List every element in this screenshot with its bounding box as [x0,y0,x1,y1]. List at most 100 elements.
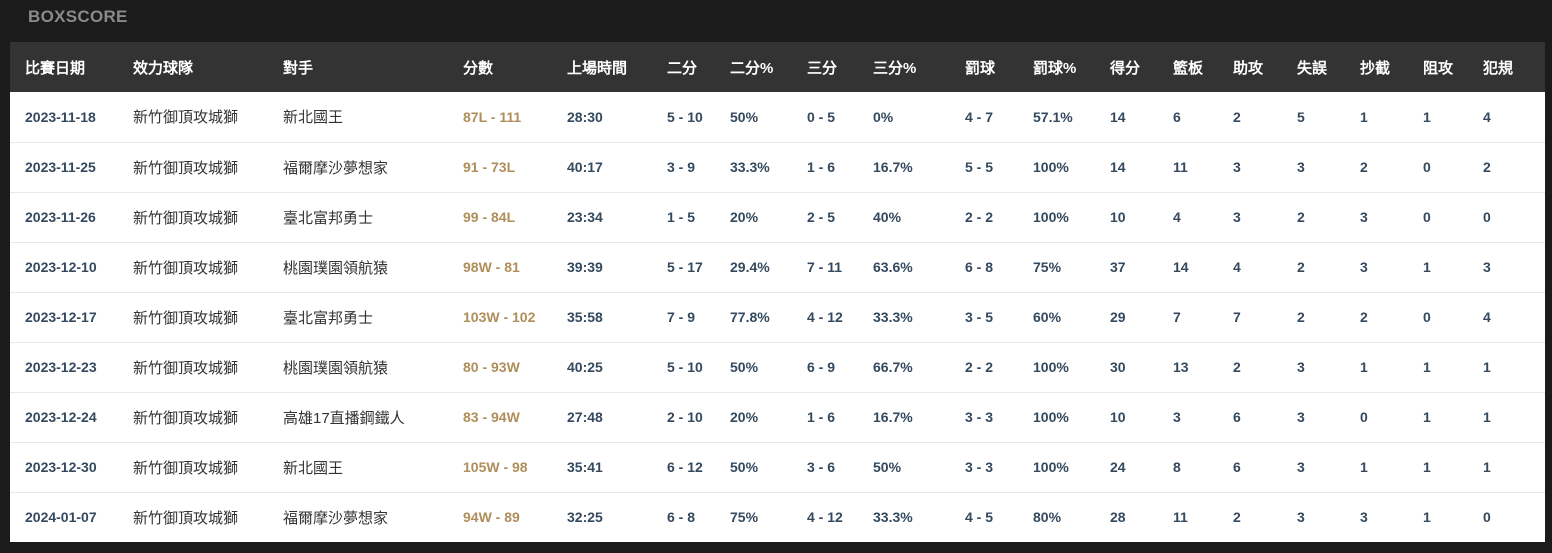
cell-steals: 2 [1345,292,1408,343]
table-row: 2023-12-17 新竹御頂攻城獅 臺北富邦勇士 103W - 102 35:58 7 … [10,292,1545,343]
cell-turnovers: 3 [1282,442,1345,493]
cell-fg2-pct: 29.4% [715,242,792,293]
cell-turnovers: 3 [1282,142,1345,193]
cell-date: 2023-12-10 [10,242,118,293]
cell-fg3: 0 - 5 [792,92,858,143]
cell-fg2-pct: 75% [715,492,792,542]
cell-ft: 5 - 5 [950,142,1018,193]
cell-fg2-pct: 20% [715,392,792,443]
cell-turnovers: 3 [1282,392,1345,443]
cell-date: 2023-12-30 [10,442,118,493]
cell-rebounds: 3 [1158,392,1218,443]
cell-ft: 2 - 2 [950,192,1018,243]
cell-fg3-pct: 40% [858,192,950,243]
cell-fg2: 6 - 8 [652,492,715,542]
cell-points: 24 [1095,442,1158,493]
column-header-blocks: 阻攻 [1408,42,1468,92]
cell-assists: 4 [1218,242,1282,293]
cell-fouls: 1 [1468,442,1545,493]
cell-fg2-pct: 50% [715,342,792,393]
cell-opponent: 高雄17直播鋼鐵人 [268,392,448,443]
table-row: 2023-11-18 新竹御頂攻城獅 新北國王 87L - 111 28:30 5 - 1… [10,92,1545,143]
cell-ft: 6 - 8 [950,242,1018,293]
score-link[interactable]: 94W - 89 [448,492,552,542]
score-link[interactable]: 80 - 93W [448,342,552,393]
cell-ft: 3 - 3 [950,392,1018,443]
cell-date: 2023-12-24 [10,392,118,443]
cell-minutes: 35:58 [552,292,652,343]
boxscore-table: 比賽日期 效力球隊 對手 分數 上場時間 二分 二分% 三分 三分% 罰球 罰球% 得分 籃板 助攻 失誤抄… [10,42,1545,542]
cell-turnovers: 2 [1282,192,1345,243]
cell-team: 新竹御頂攻城獅 [118,242,268,293]
cell-fg2: 3 - 9 [652,142,715,193]
cell-points: 10 [1095,392,1158,443]
cell-fg2: 1 - 5 [652,192,715,243]
cell-ft-pct: 100% [1018,342,1095,393]
score-link[interactable]: 105W - 98 [448,442,552,493]
cell-minutes: 40:17 [552,142,652,193]
cell-fg2: 2 - 10 [652,392,715,443]
cell-ft-pct: 100% [1018,442,1095,493]
column-header-score: 分數 [448,42,552,92]
column-header-ft: 罰球 [950,42,1018,92]
column-header-ft-pct: 罰球% [1018,42,1095,92]
column-header-turnovers: 失誤 [1282,42,1345,92]
cell-assists: 7 [1218,292,1282,343]
score-link[interactable]: 87L - 111 [448,92,552,143]
cell-fouls: 0 [1468,192,1545,243]
cell-turnovers: 3 [1282,342,1345,393]
cell-rebounds: 4 [1158,192,1218,243]
cell-fg3: 7 - 11 [792,242,858,293]
cell-fg3: 3 - 6 [792,442,858,493]
cell-opponent: 福爾摩沙夢想家 [268,142,448,193]
column-header-points: 得分 [1095,42,1158,92]
cell-fg2: 5 - 17 [652,242,715,293]
cell-date: 2023-11-18 [10,92,118,143]
cell-opponent: 福爾摩沙夢想家 [268,492,448,542]
column-header-fouls: 犯規 [1468,42,1545,92]
page-title: BOXSCORE [28,7,128,26]
table-header: 比賽日期 效力球隊 對手 分數 上場時間 二分 二分% 三分 三分% 罰球 罰球% 得分 籃板 助攻 失誤抄… [10,42,1545,92]
cell-ft-pct: 57.1% [1018,92,1095,143]
cell-minutes: 27:48 [552,392,652,443]
cell-ft: 3 - 5 [950,292,1018,343]
cell-ft-pct: 100% [1018,142,1095,193]
cell-points: 28 [1095,492,1158,542]
cell-date: 2023-12-17 [10,292,118,343]
score-link[interactable]: 99 - 84L [448,192,552,243]
cell-blocks: 0 [1408,292,1468,343]
cell-turnovers: 2 [1282,292,1345,343]
cell-fg2: 7 - 9 [652,292,715,343]
cell-fg3-pct: 16.7% [858,392,950,443]
table-row: 2023-12-10 新竹御頂攻城獅 桃園璞園領航猿 98W - 81 39:39 5 -… [10,242,1545,293]
cell-assists: 3 [1218,192,1282,243]
column-header-fg3: 三分 [792,42,858,92]
cell-points: 37 [1095,242,1158,293]
column-header-fg2: 二分 [652,42,715,92]
cell-rebounds: 11 [1158,492,1218,542]
cell-steals: 2 [1345,142,1408,193]
cell-fg3: 2 - 5 [792,192,858,243]
cell-rebounds: 8 [1158,442,1218,493]
score-link[interactable]: 83 - 94W [448,392,552,443]
cell-fg2-pct: 77.8% [715,292,792,343]
cell-points: 14 [1095,142,1158,193]
cell-rebounds: 11 [1158,142,1218,193]
cell-steals: 1 [1345,92,1408,143]
cell-blocks: 1 [1408,242,1468,293]
cell-fg3-pct: 66.7% [858,342,950,393]
score-link[interactable]: 103W - 102 [448,292,552,343]
cell-steals: 3 [1345,242,1408,293]
cell-ft: 3 - 3 [950,442,1018,493]
cell-fouls: 1 [1468,342,1545,393]
score-link[interactable]: 98W - 81 [448,242,552,293]
cell-team: 新竹御頂攻城獅 [118,442,268,493]
cell-fouls: 3 [1468,242,1545,293]
cell-fouls: 0 [1468,492,1545,542]
cell-opponent: 桃園璞園領航猿 [268,242,448,293]
score-link[interactable]: 91 - 73L [448,142,552,193]
cell-assists: 6 [1218,442,1282,493]
cell-minutes: 28:30 [552,92,652,143]
cell-fg2-pct: 20% [715,192,792,243]
column-header-date: 比賽日期 [10,42,118,92]
